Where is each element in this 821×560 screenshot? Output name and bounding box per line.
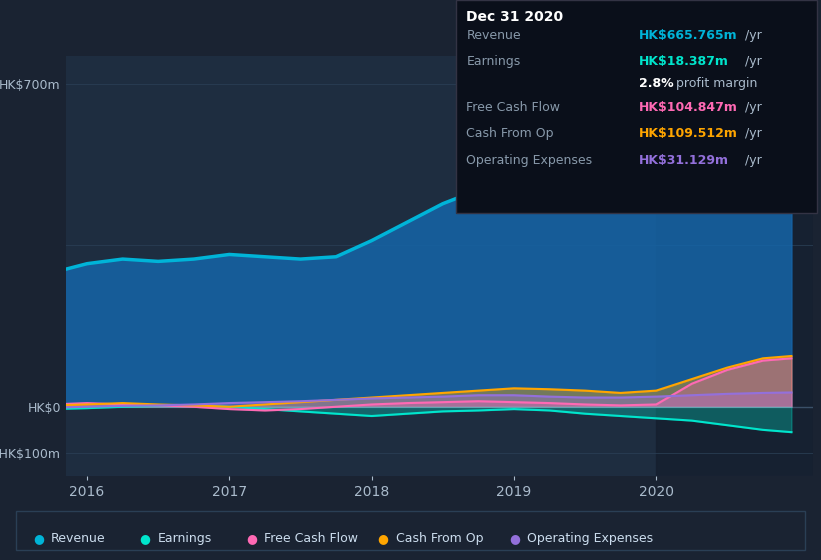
Text: /yr: /yr <box>745 101 762 114</box>
Text: Revenue: Revenue <box>466 29 521 41</box>
Text: Free Cash Flow: Free Cash Flow <box>264 532 358 545</box>
Text: ●: ● <box>378 532 388 545</box>
Text: ●: ● <box>33 532 44 545</box>
Text: /yr: /yr <box>745 127 762 140</box>
Text: HK$109.512m: HK$109.512m <box>639 127 737 140</box>
Text: ●: ● <box>140 532 150 545</box>
Text: Operating Expenses: Operating Expenses <box>527 532 654 545</box>
Text: /yr: /yr <box>745 29 762 41</box>
Text: 2.8%: 2.8% <box>639 77 673 90</box>
Text: /yr: /yr <box>745 153 762 166</box>
Text: Operating Expenses: Operating Expenses <box>466 153 593 166</box>
Text: HK$31.129m: HK$31.129m <box>639 153 729 166</box>
Text: Cash From Op: Cash From Op <box>466 127 554 140</box>
Bar <box>656 56 813 476</box>
Text: Earnings: Earnings <box>466 55 521 68</box>
Text: HK$665.765m: HK$665.765m <box>639 29 737 41</box>
Text: ●: ● <box>246 532 257 545</box>
Text: Dec 31 2020: Dec 31 2020 <box>466 10 563 24</box>
Point <box>785 95 798 104</box>
Text: profit margin: profit margin <box>672 77 757 90</box>
Text: Revenue: Revenue <box>51 532 106 545</box>
Text: HK$104.847m: HK$104.847m <box>639 101 737 114</box>
Text: HK$18.387m: HK$18.387m <box>639 55 728 68</box>
Text: Earnings: Earnings <box>158 532 212 545</box>
Text: ●: ● <box>509 532 520 545</box>
Text: Free Cash Flow: Free Cash Flow <box>466 101 560 114</box>
Text: Cash From Op: Cash From Op <box>396 532 484 545</box>
Text: /yr: /yr <box>745 55 762 68</box>
